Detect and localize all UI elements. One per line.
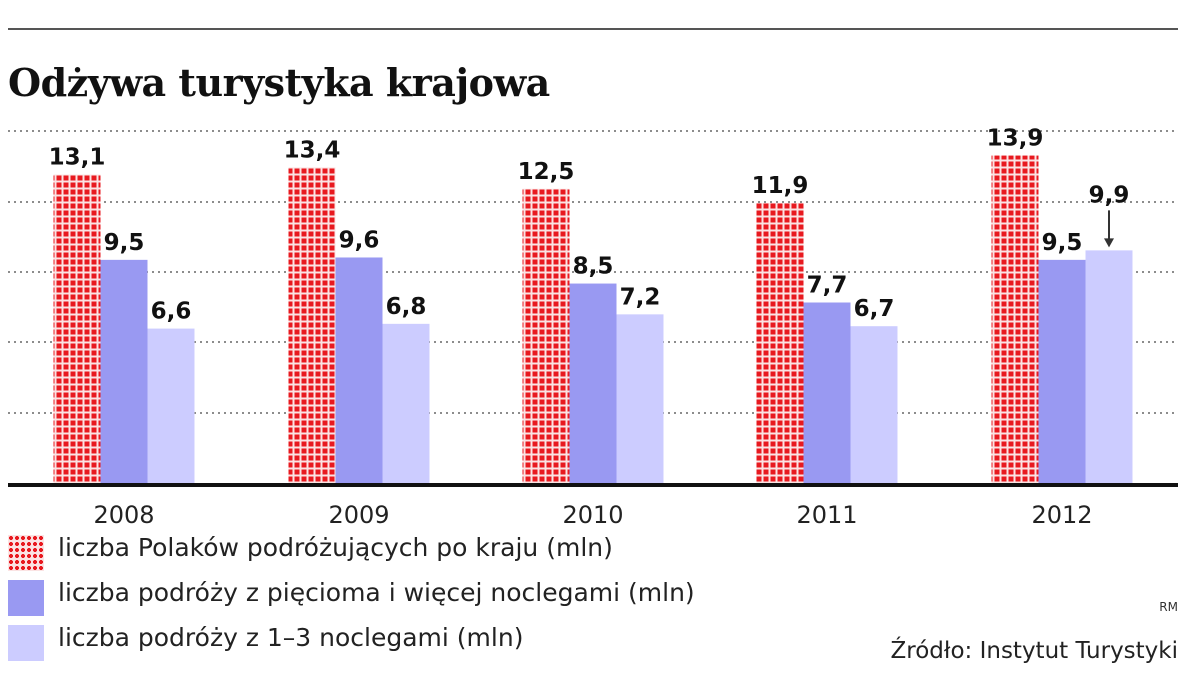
data-label: 13,1 — [49, 145, 106, 171]
annotation-arrowhead — [1104, 238, 1114, 248]
chart-title: Odżywa turystyka krajowa — [8, 60, 550, 105]
data-label: 9,5 — [104, 230, 145, 256]
top-rule — [8, 28, 1178, 30]
legend-label: liczba Polaków podróżujących po kraju (m… — [58, 533, 613, 562]
data-label: 12,5 — [518, 159, 575, 185]
bar — [53, 174, 101, 485]
legend-swatch — [8, 580, 44, 616]
x-tick-label: 2008 — [93, 501, 154, 529]
bar — [100, 259, 148, 485]
bar-chart: 13,1 13,4 12,5 11,9 13,9 9,5 9,6 8,5 7,7 9,5 6,6 6,… — [8, 126, 1178, 529]
data-label: 9,5 — [1042, 230, 1083, 256]
data-label: 13,4 — [284, 137, 341, 163]
data-label: 8,5 — [573, 254, 614, 280]
legend-label: liczba podróży z pięcioma i więcej nocle… — [58, 578, 695, 607]
bar — [569, 283, 617, 485]
data-label: 9,6 — [339, 227, 380, 253]
data-label: 13,9 — [987, 126, 1044, 152]
x-tick-label: 2011 — [796, 501, 857, 529]
bar — [147, 328, 195, 485]
legend-swatch — [8, 625, 44, 661]
bar — [991, 155, 1039, 485]
source-note: Źródło: Instytut Turystyki — [890, 638, 1178, 664]
x-tick-label: 2012 — [1031, 501, 1092, 529]
x-tick-label: 2010 — [562, 501, 623, 529]
credit: RM — [1159, 600, 1178, 614]
data-label: 7,2 — [620, 284, 661, 310]
bar — [616, 314, 664, 485]
legend-swatch — [8, 535, 44, 571]
bar — [1038, 259, 1086, 485]
data-label: 6,6 — [151, 299, 192, 325]
bar — [382, 323, 430, 485]
data-label: 11,9 — [752, 173, 809, 199]
x-tick-label: 2009 — [328, 501, 389, 529]
bar — [756, 202, 804, 485]
bar — [803, 302, 851, 485]
bar — [288, 167, 336, 486]
data-label: 6,7 — [854, 296, 895, 322]
bar — [522, 188, 570, 485]
legend-label: liczba podróży z 1–3 noclegami (mln) — [58, 623, 524, 652]
bar — [335, 257, 383, 485]
data-label: 6,8 — [386, 294, 427, 320]
bar — [850, 326, 898, 485]
data-label: 9,9 — [1089, 182, 1130, 208]
data-label: 7,7 — [807, 273, 848, 299]
bar — [1085, 250, 1133, 485]
